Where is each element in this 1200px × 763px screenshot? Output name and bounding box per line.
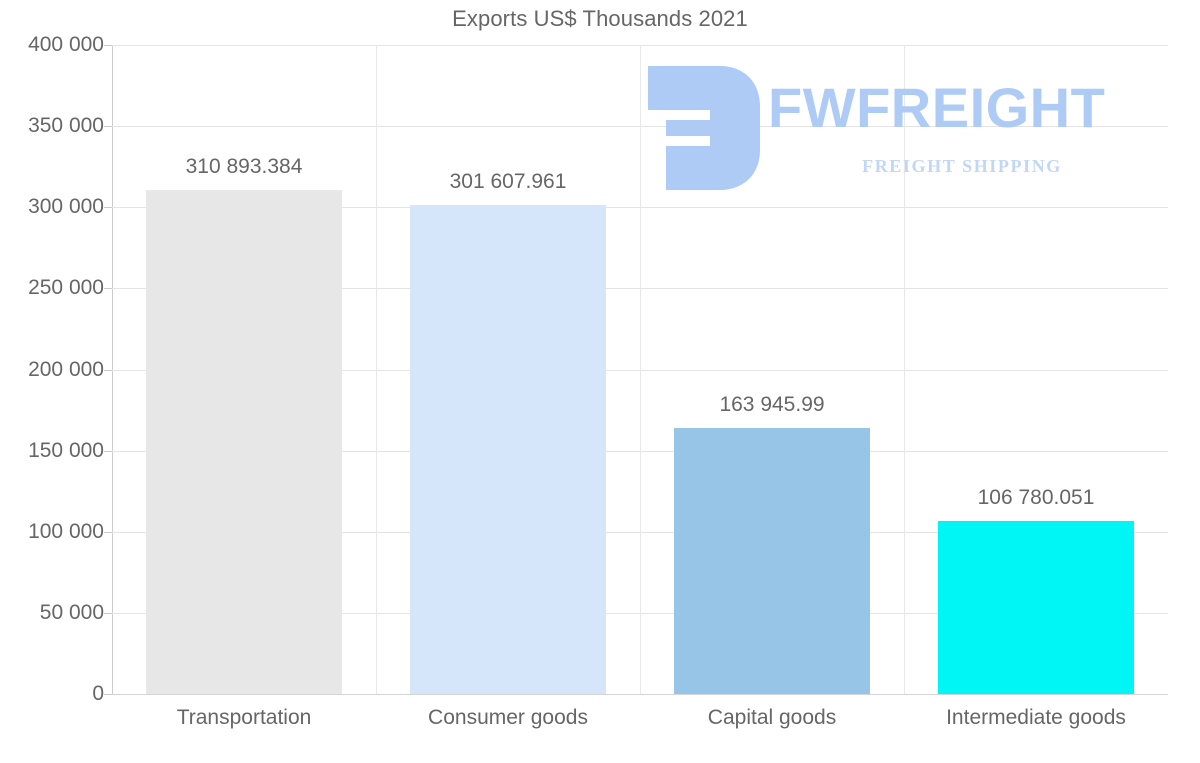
y-axis-tick-label: 300 000	[28, 195, 104, 219]
y-axis-tickmark	[104, 369, 112, 371]
y-axis-tickmark	[104, 45, 112, 46]
bar[interactable]	[145, 189, 343, 694]
y-axis-tick-label: 100 000	[28, 519, 104, 543]
bar[interactable]	[409, 204, 607, 694]
y-axis-tickmark	[104, 288, 112, 290]
y-axis-tickmark	[104, 694, 112, 695]
x-axis-category-label: Consumer goods	[428, 706, 588, 729]
y-axis-tick-label: 200 000	[28, 357, 104, 381]
y-axis-tick-labels: 0 50 000 100 000 150 000 200 000 250 000 300 0…	[0, 33, 112, 705]
y-axis-tickmark	[104, 207, 112, 209]
y-axis-tick-label: 400 000	[28, 33, 104, 56]
y-axis-tickmark	[104, 126, 112, 128]
bar-value-label: 310 893.384	[185, 154, 303, 178]
category-divider	[640, 45, 641, 694]
x-axis-category-label: Transportation	[176, 706, 312, 729]
bar-value-label: 301 607.961	[449, 169, 567, 193]
y-axis-tickmark	[104, 450, 112, 452]
gridline	[112, 694, 1168, 695]
y-axis-tick-label: 150 000	[28, 438, 104, 462]
y-axis-tickmark	[104, 531, 112, 533]
x-axis-category-label: Intermediate goods	[946, 706, 1126, 729]
plot-area	[112, 45, 1168, 695]
category-divider	[904, 45, 905, 694]
x-axis-category-label: Capital goods	[707, 706, 837, 729]
y-axis-tick-label: 50 000	[39, 600, 104, 624]
bar-value-label: 163 945.99	[719, 392, 825, 416]
y-axis-tickmark	[104, 612, 112, 614]
chart-title: Exports US$ Thousands 2021	[452, 6, 748, 31]
y-axis-tick-label: 250 000	[28, 276, 104, 300]
category-divider	[376, 45, 377, 694]
bar-value-label: 106 780.051	[977, 485, 1095, 509]
y-axis-tick-label: 350 000	[28, 114, 104, 138]
bar[interactable]	[937, 520, 1135, 694]
y-axis-tick-label: 0	[92, 682, 104, 705]
bar[interactable]	[673, 428, 871, 694]
